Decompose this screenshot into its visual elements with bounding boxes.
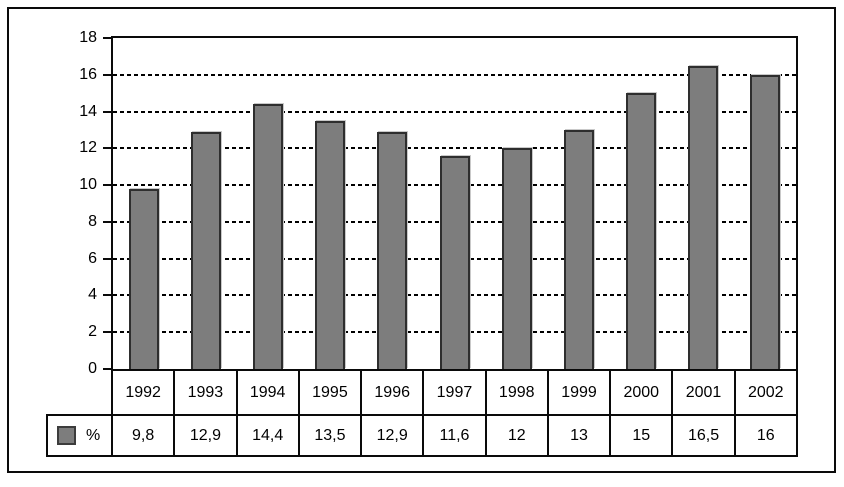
y-axis-label: 2 xyxy=(88,323,97,341)
y-axis-tick xyxy=(103,147,111,150)
y-axis-label: 12 xyxy=(79,139,97,157)
value-cell: 12,9 xyxy=(175,416,238,455)
bar-1995 xyxy=(315,120,346,369)
year-cell: 1999 xyxy=(549,371,612,414)
y-axis-label: 4 xyxy=(88,286,97,304)
legend-color-swatch xyxy=(57,426,76,445)
y-axis-label: 16 xyxy=(79,65,97,83)
chart-figure: 0 2 4 6 8 10 12 14 16 18 1992 1993 1994 1995 1996 1997… xyxy=(7,7,836,473)
bar-1993 xyxy=(191,131,222,369)
year-cell: 1992 xyxy=(113,371,176,414)
value-cell: 15 xyxy=(611,416,674,455)
year-row: 1992 1993 1994 1995 1996 1997 1998 1999 2000 2001… xyxy=(113,371,796,416)
year-cell: 2000 xyxy=(611,371,674,414)
value-cell: 13 xyxy=(549,416,612,455)
bar-2001 xyxy=(687,65,718,369)
year-cell: 1996 xyxy=(362,371,425,414)
y-axis-label: 0 xyxy=(88,360,97,377)
y-axis-tick xyxy=(103,37,111,39)
year-cell: 1997 xyxy=(424,371,487,414)
y-axis-tick xyxy=(103,73,111,76)
bar-1994 xyxy=(253,104,284,369)
bar-1997 xyxy=(439,155,470,369)
year-cell: 1994 xyxy=(238,371,300,414)
y-axis-tick xyxy=(103,220,111,223)
y-axis-tick xyxy=(103,368,111,370)
value-cell: 16 xyxy=(756,426,775,444)
value-cell: 16,5 xyxy=(673,416,736,455)
value-cell: 13,5 xyxy=(300,416,363,455)
y-axis-tick xyxy=(103,294,111,297)
y-axis-label: 6 xyxy=(88,249,97,267)
y-axis-label: 10 xyxy=(79,176,97,194)
year-cell: 2001 xyxy=(673,371,736,414)
y-axis-tick xyxy=(103,257,111,260)
value-row: 9,8 12,9 14,4 13,5 12,9 11,6 12 13 15 16,5 16 xyxy=(113,416,796,455)
bar-2002 xyxy=(749,74,780,369)
year-cell: 2002 xyxy=(747,383,784,401)
gridline xyxy=(113,73,796,76)
value-cell: 11,6 xyxy=(424,416,487,455)
value-cell: 12,9 xyxy=(362,416,425,455)
year-cell: 1993 xyxy=(175,371,238,414)
y-axis-tick xyxy=(103,331,111,334)
value-cell: 9,8 xyxy=(113,416,176,455)
plot-area xyxy=(111,36,798,371)
value-cell: 14,4 xyxy=(238,416,300,455)
y-axis-label: 14 xyxy=(79,102,97,120)
y-axis-tick xyxy=(103,110,111,113)
year-cell: 1995 xyxy=(300,371,363,414)
bar-1992 xyxy=(129,188,160,369)
y-axis-label: 18 xyxy=(79,29,97,46)
bar-1999 xyxy=(563,129,594,369)
bar-2000 xyxy=(625,93,656,369)
bar-1998 xyxy=(501,148,532,369)
value-cell: 12 xyxy=(487,416,549,455)
y-axis-tick xyxy=(103,184,111,187)
year-cell: 1998 xyxy=(487,371,549,414)
y-axis-label: 8 xyxy=(88,212,97,230)
gridline xyxy=(113,110,796,113)
bar-1996 xyxy=(377,131,408,369)
legend-cell: % xyxy=(46,414,113,457)
legend-label: % xyxy=(86,426,101,444)
data-table: 1992 1993 1994 1995 1996 1997 1998 1999 2000 2001… xyxy=(111,369,798,457)
gridline xyxy=(113,147,796,150)
